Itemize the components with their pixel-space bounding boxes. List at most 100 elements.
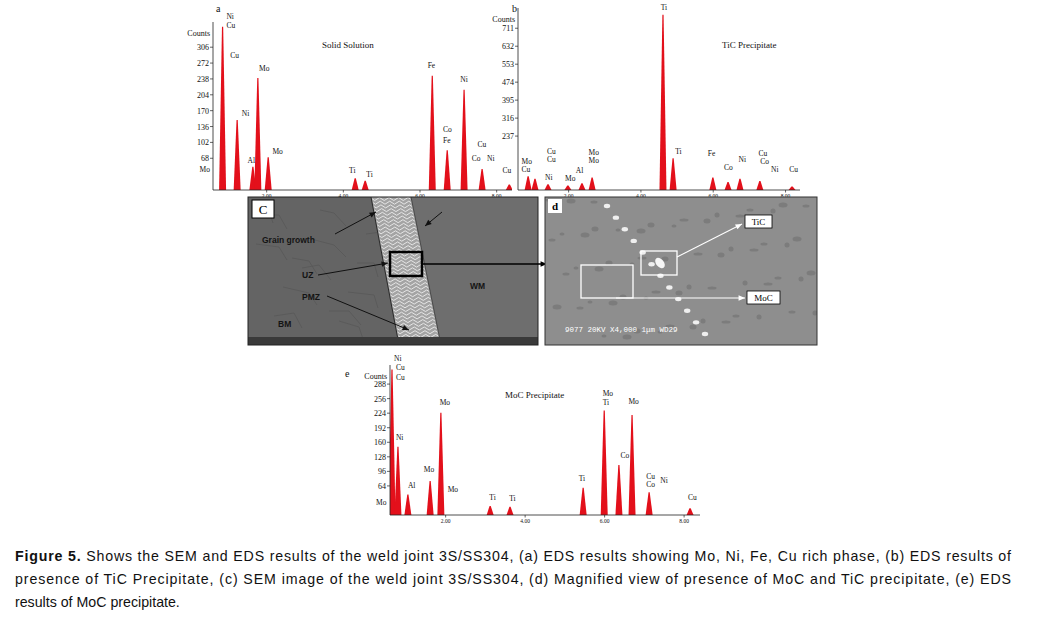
grain-boundary — [274, 313, 302, 328]
speckle — [638, 257, 647, 260]
arrow-shaft — [318, 263, 388, 275]
dendrite-line — [393, 305, 432, 308]
speckle — [592, 227, 599, 232]
speckle — [761, 243, 768, 246]
dendrite-line — [393, 309, 433, 312]
peak — [615, 465, 622, 515]
dendrite-line — [395, 316, 435, 319]
peak — [545, 184, 552, 190]
peak — [427, 481, 434, 515]
peak — [507, 507, 514, 515]
arrow-head — [735, 224, 742, 229]
particle-label: TiC — [752, 217, 766, 227]
dendrite-line — [372, 198, 410, 201]
peak — [736, 179, 743, 190]
caption-line: Figure 5. Shows the SEM and EDS results … — [15, 548, 1011, 564]
y-tick — [515, 28, 518, 29]
peak — [429, 76, 436, 190]
info-bar — [248, 337, 538, 345]
speckle — [687, 285, 692, 290]
peak-label: Cu — [230, 51, 239, 60]
peak-label: Co — [621, 451, 630, 460]
speckle — [609, 301, 618, 306]
peak-label: Cu — [522, 165, 531, 174]
y-tick-label: 711 — [502, 24, 514, 33]
caption-label: Figure 5. — [15, 548, 81, 564]
speckle — [588, 301, 593, 304]
y-tick-label: 160 — [374, 438, 386, 447]
speckle — [729, 247, 734, 252]
precipitate — [666, 285, 672, 289]
y-axis-label: Counts — [492, 15, 515, 24]
speckle — [690, 325, 697, 330]
arrow — [616, 295, 745, 300]
region-label: WM — [470, 281, 485, 291]
speckle — [577, 307, 584, 310]
speckle — [652, 291, 661, 294]
speckle — [623, 335, 632, 340]
precipitate — [702, 332, 708, 336]
peak-label: Cu — [396, 373, 405, 382]
dendrite-line — [396, 323, 436, 326]
speckle — [648, 223, 655, 228]
arrow-shaft — [616, 297, 745, 298]
peak — [756, 181, 763, 190]
label-box — [745, 215, 772, 228]
peak-label: Mo — [448, 485, 459, 494]
y-tick — [387, 413, 390, 414]
sem-c-content — [248, 197, 538, 345]
dendrite-line — [389, 286, 428, 289]
label-box — [747, 291, 780, 304]
y-tick — [210, 78, 213, 79]
speckle — [602, 335, 607, 338]
speckle — [789, 311, 796, 314]
peak-label: Cu — [789, 165, 798, 174]
peak — [531, 179, 538, 190]
sem-background — [248, 197, 538, 345]
speckle — [616, 229, 621, 232]
speckle — [567, 199, 576, 204]
peak-label: Co — [443, 125, 452, 134]
peak-label: Ni — [396, 433, 404, 442]
peak-label: Co — [472, 154, 481, 163]
y-tick — [387, 471, 390, 472]
arrow — [327, 296, 409, 330]
grain-boundary — [311, 239, 346, 257]
y-axis — [390, 365, 391, 515]
caption-text: presence of TiC Precipitate, (c) SEM ima… — [15, 571, 1011, 587]
peak-label: Mo — [424, 465, 435, 474]
y-tick-label: 128 — [374, 453, 386, 462]
y-tick — [210, 94, 213, 95]
caption-line: results of MoC precipitate. — [15, 594, 180, 610]
dendrite-line — [386, 272, 425, 275]
region-label: BM — [278, 319, 291, 329]
dendrite-line — [375, 212, 413, 215]
arrow — [318, 261, 388, 275]
arrow — [425, 212, 442, 226]
arrow-shaft — [425, 212, 442, 226]
y-tick — [387, 456, 390, 457]
x-tick-label: 4.00 — [520, 518, 530, 524]
arrow — [422, 261, 547, 266]
speckle — [620, 295, 627, 300]
peak-label: Ti — [579, 474, 585, 483]
speckle — [718, 253, 725, 258]
speckle — [722, 321, 731, 324]
dendrite-line — [378, 227, 416, 230]
y-tick-label: 306 — [197, 43, 209, 52]
peak — [362, 181, 369, 190]
y-tick — [210, 47, 213, 48]
sem-background — [545, 197, 817, 345]
y-tick-label: 632 — [502, 42, 514, 51]
precipitate — [684, 309, 690, 313]
dendrite-line — [374, 205, 412, 208]
dendrite-line — [377, 223, 415, 226]
speckle — [553, 305, 562, 310]
peak-label: Mo — [589, 156, 600, 165]
peak — [601, 410, 608, 515]
precipitate — [648, 262, 654, 266]
x-axis — [213, 190, 512, 191]
speckle — [549, 239, 556, 242]
peak-label: Ni — [242, 109, 250, 118]
dendrite-line — [398, 331, 438, 334]
